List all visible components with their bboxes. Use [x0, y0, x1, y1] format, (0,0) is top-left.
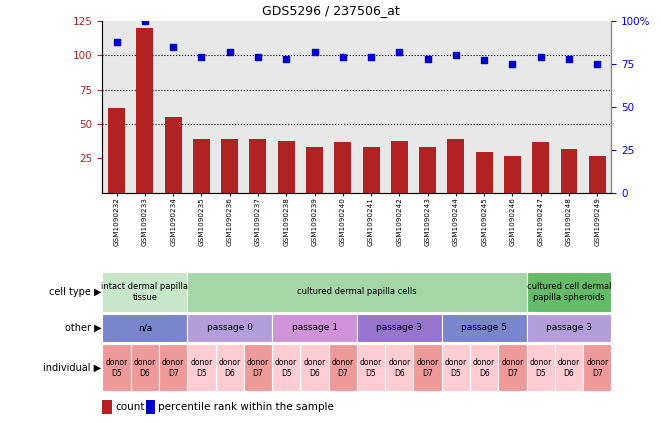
Bar [102, 272, 187, 312]
Bar [193, 139, 210, 193]
Text: donor
D5: donor D5 [190, 358, 213, 378]
Bar [527, 314, 611, 342]
Point [451, 52, 461, 59]
Text: cultured cell dermal
papilla spheroids: cultured cell dermal papilla spheroids [527, 282, 611, 302]
Bar [244, 344, 272, 391]
Text: passage 3: passage 3 [546, 324, 592, 332]
Bar [357, 314, 442, 342]
Text: donor
D5: donor D5 [445, 358, 467, 378]
Bar [391, 140, 408, 193]
Bar [102, 314, 187, 342]
Text: donor
D5: donor D5 [275, 358, 297, 378]
Bar [272, 314, 357, 342]
Point [479, 57, 490, 64]
Bar [442, 344, 470, 391]
Bar [187, 272, 527, 312]
Text: donor
D5: donor D5 [529, 358, 552, 378]
Text: donor
D6: donor D6 [219, 358, 241, 378]
Point [196, 54, 207, 60]
Bar [561, 149, 578, 193]
Point [564, 55, 574, 62]
Text: individual ▶: individual ▶ [43, 363, 101, 373]
Bar [357, 344, 385, 391]
Point [394, 49, 405, 55]
Bar [300, 344, 329, 391]
Point [281, 55, 292, 62]
Bar [334, 142, 351, 193]
Text: donor
D7: donor D7 [247, 358, 269, 378]
Bar [555, 344, 583, 391]
Bar [442, 314, 527, 342]
Bar [306, 148, 323, 193]
Text: percentile rank within the sample: percentile rank within the sample [159, 402, 334, 412]
Bar [476, 151, 492, 193]
Text: donor
D7: donor D7 [586, 358, 608, 378]
Bar [278, 140, 295, 193]
Point [535, 54, 546, 60]
Bar [498, 344, 527, 391]
Text: passage 0: passage 0 [207, 324, 253, 332]
Bar [447, 139, 465, 193]
Bar [414, 344, 442, 391]
Text: donor
D7: donor D7 [332, 358, 354, 378]
Text: GDS5296 / 237506_at: GDS5296 / 237506_at [262, 4, 399, 17]
Text: cell type ▶: cell type ▶ [49, 287, 101, 297]
Bar [102, 400, 112, 414]
Text: donor
D7: donor D7 [162, 358, 184, 378]
Bar [136, 28, 153, 193]
Bar [527, 272, 611, 312]
Bar [221, 139, 238, 193]
Text: donor
D6: donor D6 [558, 358, 580, 378]
Bar [363, 148, 379, 193]
Bar [159, 344, 187, 391]
Text: other ▶: other ▶ [65, 323, 101, 333]
Text: passage 5: passage 5 [461, 324, 507, 332]
Text: donor
D5: donor D5 [106, 358, 128, 378]
Text: donor
D6: donor D6 [473, 358, 495, 378]
Point [366, 54, 376, 60]
Bar [131, 344, 159, 391]
Bar [249, 139, 266, 193]
Bar [108, 107, 125, 193]
Bar [215, 344, 244, 391]
Text: donor
D7: donor D7 [501, 358, 524, 378]
Text: cultured dermal papilla cells: cultured dermal papilla cells [297, 287, 416, 297]
Bar [187, 344, 215, 391]
Bar [589, 156, 605, 193]
Point [253, 54, 263, 60]
Point [139, 17, 150, 24]
Bar [419, 148, 436, 193]
Bar [329, 344, 357, 391]
Text: donor
D6: donor D6 [388, 358, 410, 378]
Point [422, 55, 433, 62]
Text: n/a: n/a [137, 324, 152, 332]
Point [507, 60, 518, 67]
Bar [583, 344, 611, 391]
Text: passage 1: passage 1 [292, 324, 338, 332]
Text: donor
D7: donor D7 [416, 358, 439, 378]
Text: donor
D5: donor D5 [360, 358, 382, 378]
Bar [532, 142, 549, 193]
Text: intact dermal papilla
tissue: intact dermal papilla tissue [101, 282, 188, 302]
Bar [145, 400, 155, 414]
Text: donor
D6: donor D6 [134, 358, 156, 378]
Bar [165, 117, 182, 193]
Bar [385, 344, 414, 391]
Point [224, 49, 235, 55]
Bar [470, 344, 498, 391]
Point [309, 49, 320, 55]
Bar [527, 344, 555, 391]
Bar [272, 344, 300, 391]
Point [168, 43, 178, 50]
Point [111, 38, 122, 45]
Text: donor
D6: donor D6 [303, 358, 326, 378]
Bar [504, 156, 521, 193]
Point [338, 54, 348, 60]
Bar [102, 344, 131, 391]
Bar [187, 314, 272, 342]
Point [592, 60, 603, 67]
Text: passage 3: passage 3 [376, 324, 422, 332]
Text: count: count [115, 402, 145, 412]
